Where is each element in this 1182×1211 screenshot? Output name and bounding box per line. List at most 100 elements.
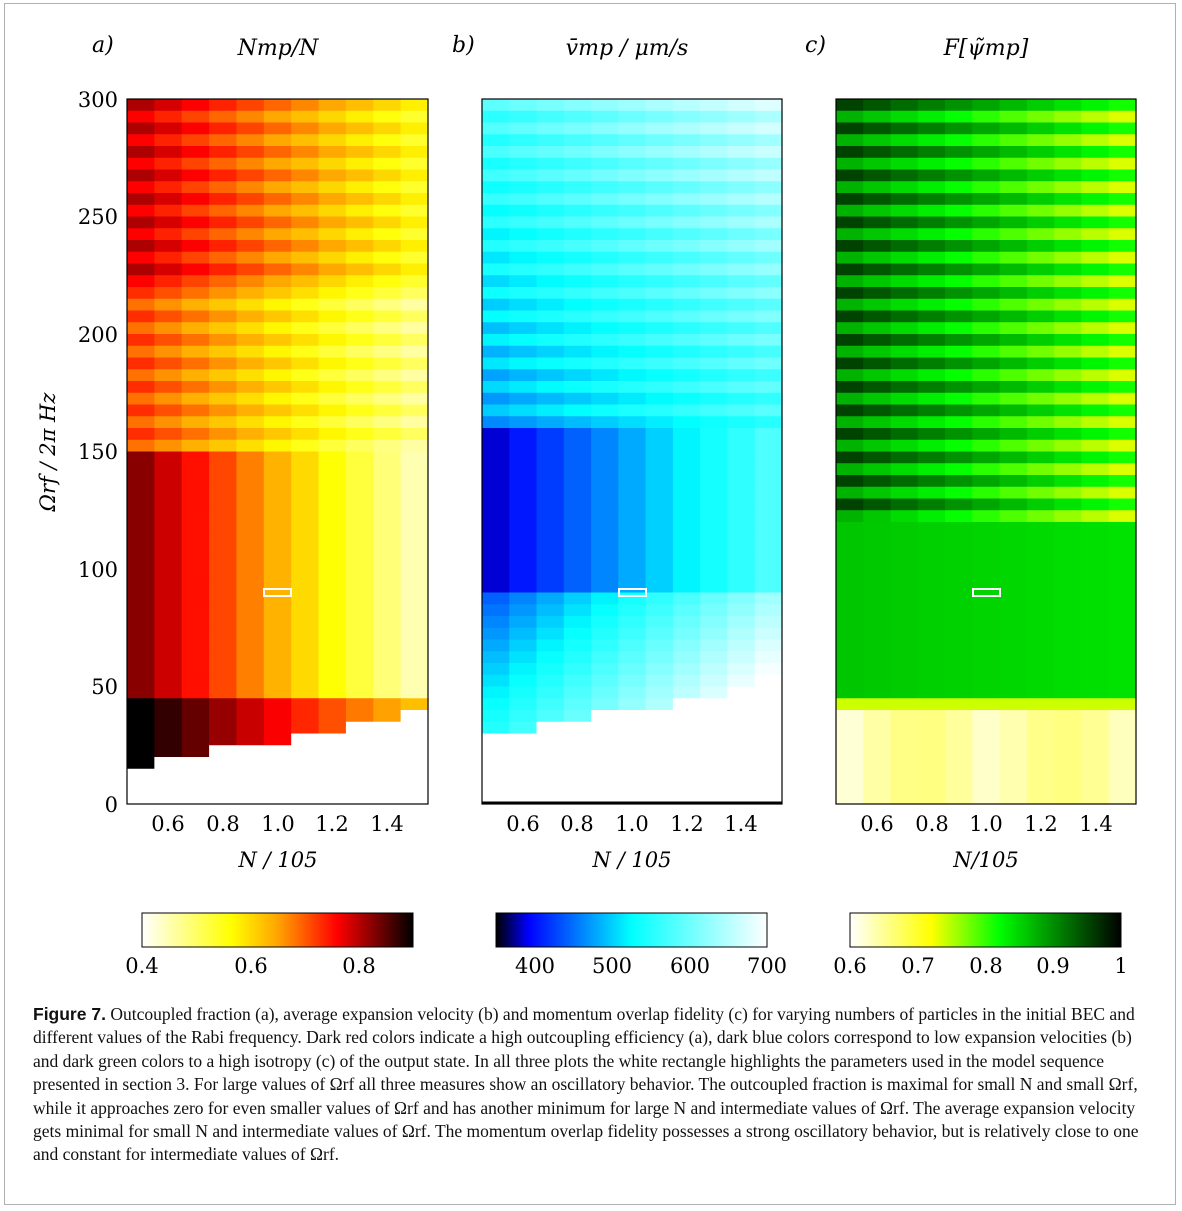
heatmap-cell bbox=[181, 486, 210, 500]
heatmap-cell bbox=[181, 416, 210, 429]
heatmap-cell bbox=[209, 792, 238, 805]
heatmap-cell bbox=[917, 99, 946, 112]
heatmap-cell bbox=[727, 745, 756, 758]
heatmap-cell bbox=[890, 510, 919, 523]
heatmap-cell bbox=[672, 275, 701, 288]
heatmap-cell bbox=[754, 110, 783, 124]
heatmap-cell bbox=[890, 204, 919, 218]
heatmap-cell bbox=[509, 486, 538, 500]
heatmap-cell bbox=[1054, 733, 1083, 746]
x-tick-label: 1.2 bbox=[1024, 812, 1057, 836]
heatmap-cell bbox=[509, 193, 538, 206]
heatmap-cell bbox=[536, 475, 565, 488]
heatmap-cell bbox=[700, 651, 729, 664]
heatmap-cell bbox=[127, 240, 155, 253]
heatmap-cell bbox=[154, 240, 183, 253]
heatmap-cell bbox=[836, 698, 864, 711]
heatmap-cell bbox=[127, 334, 155, 347]
heatmap-cell bbox=[1026, 451, 1055, 464]
heatmap-cell bbox=[672, 674, 701, 688]
heatmap-cell bbox=[1054, 780, 1083, 793]
heatmap-cell bbox=[1081, 228, 1110, 241]
heatmap-cell bbox=[672, 404, 701, 417]
heatmap-cell bbox=[672, 428, 701, 441]
heatmap-cell bbox=[563, 580, 592, 594]
heatmap-cell bbox=[836, 522, 864, 535]
heatmap-cell bbox=[181, 381, 210, 394]
heatmap-cell bbox=[536, 228, 565, 241]
heatmap-cell bbox=[127, 157, 155, 171]
heatmap-cell bbox=[154, 345, 183, 359]
heatmap-cell bbox=[1108, 298, 1137, 312]
heatmap-cell bbox=[154, 193, 183, 206]
heatmap-cell bbox=[209, 639, 238, 652]
heatmap-cell bbox=[1054, 122, 1083, 135]
heatmap-cell bbox=[373, 745, 402, 758]
heatmap-cell bbox=[236, 251, 265, 265]
heatmap-cell bbox=[972, 592, 1001, 605]
heatmap-cell bbox=[1054, 416, 1083, 429]
heatmap-cell bbox=[1108, 686, 1137, 699]
heatmap-cell bbox=[400, 569, 429, 582]
heatmap-cell bbox=[945, 522, 973, 535]
heatmap-cell bbox=[863, 240, 892, 253]
heatmap-cell bbox=[591, 686, 619, 699]
heatmap-cell bbox=[618, 592, 647, 605]
heatmap-cell bbox=[836, 733, 864, 746]
heatmap-cell bbox=[263, 757, 292, 770]
heatmap-cell bbox=[373, 698, 402, 711]
x-tick-label: 0.6 bbox=[506, 812, 539, 836]
heatmap-cell bbox=[700, 392, 729, 406]
heatmap-cell bbox=[672, 557, 701, 570]
heatmap-cell bbox=[1026, 510, 1055, 523]
heatmap-cell bbox=[727, 357, 756, 370]
heatmap-cell bbox=[536, 298, 565, 312]
heatmap-cell bbox=[209, 287, 238, 300]
heatmap-cell bbox=[863, 545, 892, 558]
heatmap-cell bbox=[127, 745, 155, 758]
heatmap-cell bbox=[263, 381, 292, 394]
heatmap-cell bbox=[672, 592, 701, 605]
heatmap-cell bbox=[181, 580, 210, 594]
heatmap-cell bbox=[209, 193, 238, 206]
heatmap-cell bbox=[263, 569, 292, 582]
heatmap-cell bbox=[945, 757, 973, 770]
heatmap-cell bbox=[236, 768, 265, 782]
heatmap-cell bbox=[291, 251, 320, 265]
y-tick-label: 100 bbox=[78, 558, 118, 582]
heatmap-cell bbox=[999, 592, 1028, 605]
heatmap-cell bbox=[291, 721, 320, 735]
heatmap-cell bbox=[181, 169, 210, 182]
heatmap-cell bbox=[618, 569, 647, 582]
heatmap-cell bbox=[700, 228, 729, 241]
heatmap-cell bbox=[509, 745, 538, 758]
heatmap-cell bbox=[917, 169, 946, 182]
heatmap-cell bbox=[181, 298, 210, 312]
heatmap-cell bbox=[263, 263, 292, 276]
heatmap-cell bbox=[917, 745, 946, 758]
heatmap-cell bbox=[863, 616, 892, 629]
heatmap-cell bbox=[509, 580, 538, 594]
heatmap-cell bbox=[482, 604, 510, 617]
heatmap-cell bbox=[209, 686, 238, 699]
heatmap-cell bbox=[1054, 134, 1083, 147]
heatmap-cell bbox=[700, 240, 729, 253]
heatmap-cell bbox=[618, 404, 647, 417]
panel-c-title: F[ψ̃mp] bbox=[943, 36, 1029, 61]
heatmap-cell bbox=[727, 498, 756, 511]
heatmap-cell bbox=[863, 463, 892, 476]
heatmap-cell bbox=[482, 780, 510, 793]
heatmap-cell bbox=[863, 99, 892, 112]
heatmap-cell bbox=[945, 768, 973, 782]
heatmap-cell bbox=[482, 310, 510, 323]
x-tick-label: 0.8 bbox=[560, 812, 593, 836]
heatmap-cell bbox=[945, 569, 973, 582]
heatmap-cell bbox=[345, 275, 374, 288]
heatmap-cell bbox=[1108, 310, 1137, 323]
heatmap-cell bbox=[482, 287, 510, 300]
heatmap-cell bbox=[373, 99, 402, 112]
heatmap-cell bbox=[400, 369, 429, 382]
heatmap-cell bbox=[263, 745, 292, 758]
heatmap-cell bbox=[727, 275, 756, 288]
heatmap-cell bbox=[972, 404, 1001, 417]
